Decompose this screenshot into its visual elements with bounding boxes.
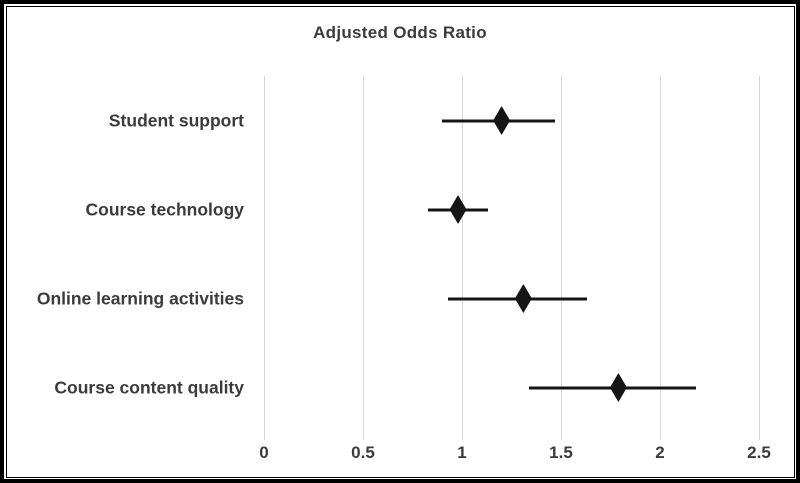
x-tick-label: 2 [655, 443, 665, 462]
odds-ratio-diamond-marker [514, 284, 532, 313]
gridline-x-0 [264, 76, 265, 440]
x-tick-label: 1 [457, 443, 467, 462]
odds-ratio-diamond-marker [609, 373, 627, 402]
odds-ratio-diamond-marker [449, 195, 467, 224]
category-label: Online learning activities [36, 288, 244, 308]
gridline-x-0.5 [363, 76, 364, 440]
x-tick-label: 2.5 [747, 443, 771, 462]
category-label: Student support [108, 110, 244, 130]
gridline-x-2.5 [759, 76, 760, 440]
gridline-x-2 [660, 76, 661, 440]
category-label-column: Student support Course technology Online l… [4, 76, 248, 432]
x-tick-label: 1.5 [549, 443, 573, 462]
odds-ratio-diamond-marker [493, 106, 511, 135]
category-label: Course technology [85, 199, 245, 219]
category-label: Course content quality [54, 377, 244, 397]
x-tick-label: 0.5 [351, 443, 375, 462]
x-tick-label: 0 [259, 443, 269, 462]
plot-area: 0 0.5 1 1.5 2 2.5 [259, 76, 771, 462]
gridline-x-1.5 [561, 76, 562, 440]
chart-title: Adjusted Odds Ratio [313, 23, 487, 42]
gridline-x-1 [462, 76, 463, 440]
